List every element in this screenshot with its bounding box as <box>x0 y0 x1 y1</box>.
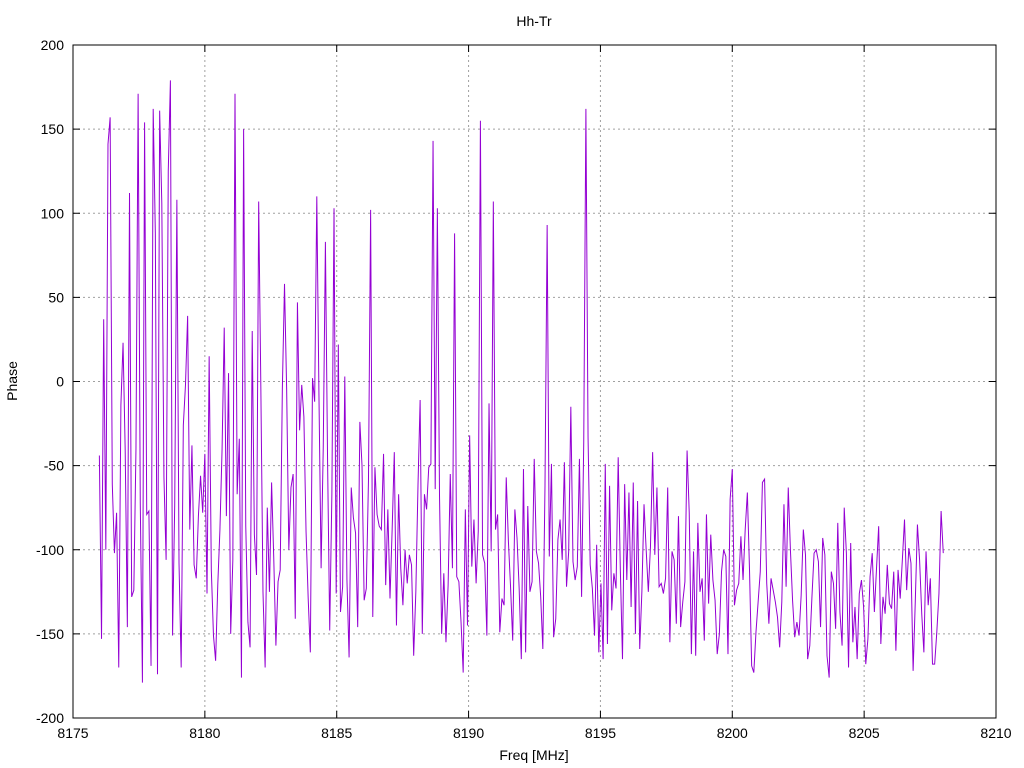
x-tick-label: 8205 <box>849 725 880 741</box>
x-tick-label: 8200 <box>717 725 748 741</box>
y-tick-label: -50 <box>44 458 64 474</box>
y-axis-label: Phase <box>4 361 20 401</box>
series-layer <box>98 80 944 683</box>
y-tick-label: 50 <box>48 289 64 305</box>
phase-series-line <box>98 80 944 683</box>
x-tick-label: 8175 <box>57 725 88 741</box>
x-tick-label: 8195 <box>585 725 616 741</box>
y-tick-label: 0 <box>56 374 64 390</box>
chart-title: Hh-Tr <box>516 13 552 29</box>
y-tick-label: -100 <box>36 542 64 558</box>
x-tick-label: 8190 <box>453 725 484 741</box>
y-tick-label: 150 <box>41 121 65 137</box>
x-tick-label: 8210 <box>980 725 1011 741</box>
y-tick-label: -150 <box>36 626 64 642</box>
x-tick-label: 8185 <box>321 725 352 741</box>
y-tick-label: 100 <box>41 205 65 221</box>
axis-ticks: 8175 8180 8185 8190 8195 8200 8205 8210 -200 -150… <box>36 37 1012 741</box>
y-tick-label: 200 <box>41 37 65 53</box>
x-axis-label: Freq [MHz] <box>499 747 568 763</box>
y-tick-label: -200 <box>36 710 64 726</box>
x-tick-label: 8180 <box>189 725 220 741</box>
